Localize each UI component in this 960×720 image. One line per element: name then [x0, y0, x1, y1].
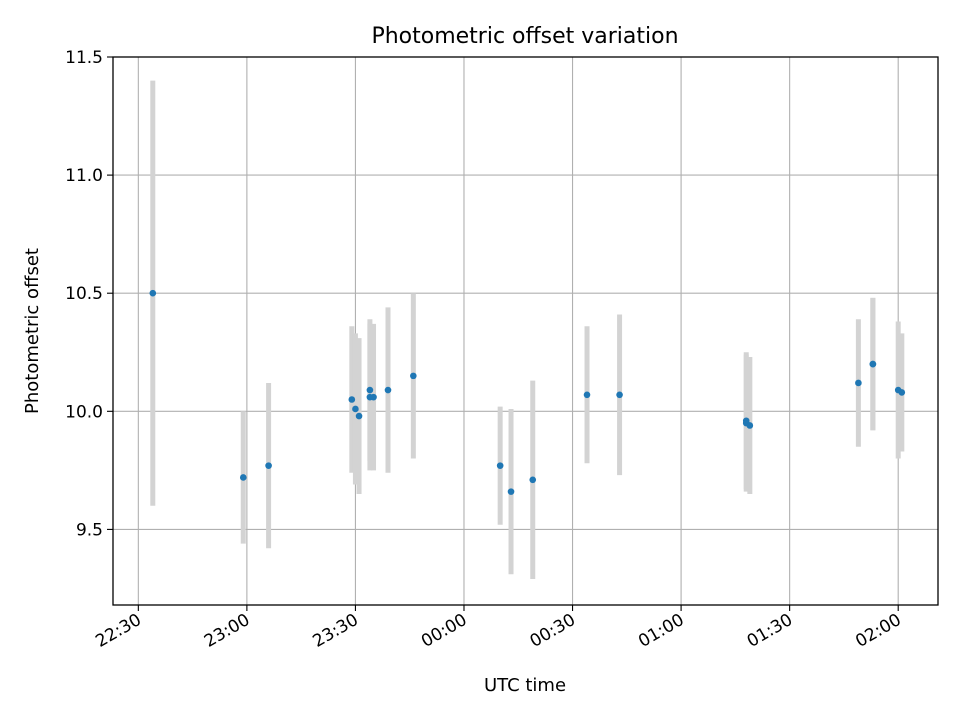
y-tick-label: 9.5	[76, 520, 103, 540]
x-tick-label: 00:00	[418, 610, 470, 652]
data-point	[583, 391, 591, 399]
x-tick-label: 01:00	[635, 610, 687, 652]
data-point	[855, 379, 862, 387]
data-point	[496, 462, 504, 469]
y-tick-label: 11.0	[65, 166, 103, 186]
data-point	[265, 462, 272, 469]
data-points	[149, 289, 906, 495]
y-axis-label: Photometric offset	[22, 248, 43, 414]
grid	[113, 56, 938, 605]
data-point	[239, 474, 247, 481]
plot-area-frame	[112, 56, 939, 606]
x-tick-label: 22:30	[92, 610, 144, 652]
data-point	[384, 386, 392, 394]
x-tick-label: 23:00	[201, 610, 253, 652]
data-point	[507, 488, 515, 495]
x-tick-label: 02:00	[852, 610, 904, 652]
data-point	[898, 389, 906, 396]
data-point	[529, 476, 537, 484]
data-point	[410, 372, 417, 380]
x-axis-label: UTC time	[484, 675, 566, 696]
data-point	[746, 422, 754, 429]
y-tick-label: 10.5	[65, 284, 103, 304]
data-point	[352, 405, 359, 413]
x-axis-ticks: 22:30 23:00 23:30 00:00 00:30 01:00 01:30 02:00	[92, 605, 905, 652]
data-point	[149, 289, 157, 297]
y-axis-ticks: 9.5 10.0 10.5 11.0 11.5	[65, 48, 113, 540]
y-tick-label: 10.0	[65, 402, 103, 422]
data-point	[370, 393, 377, 401]
data-point	[366, 386, 374, 394]
chart-title: Photometric offset variation	[371, 24, 678, 49]
data-point	[355, 412, 363, 420]
x-tick-label: 01:30	[744, 610, 796, 652]
x-tick-label: 00:30	[527, 610, 579, 652]
data-point	[348, 396, 356, 403]
y-tick-label: 11.5	[65, 48, 103, 68]
data-point	[616, 391, 623, 399]
x-tick-label: 23:30	[309, 610, 361, 652]
data-point	[869, 360, 877, 368]
